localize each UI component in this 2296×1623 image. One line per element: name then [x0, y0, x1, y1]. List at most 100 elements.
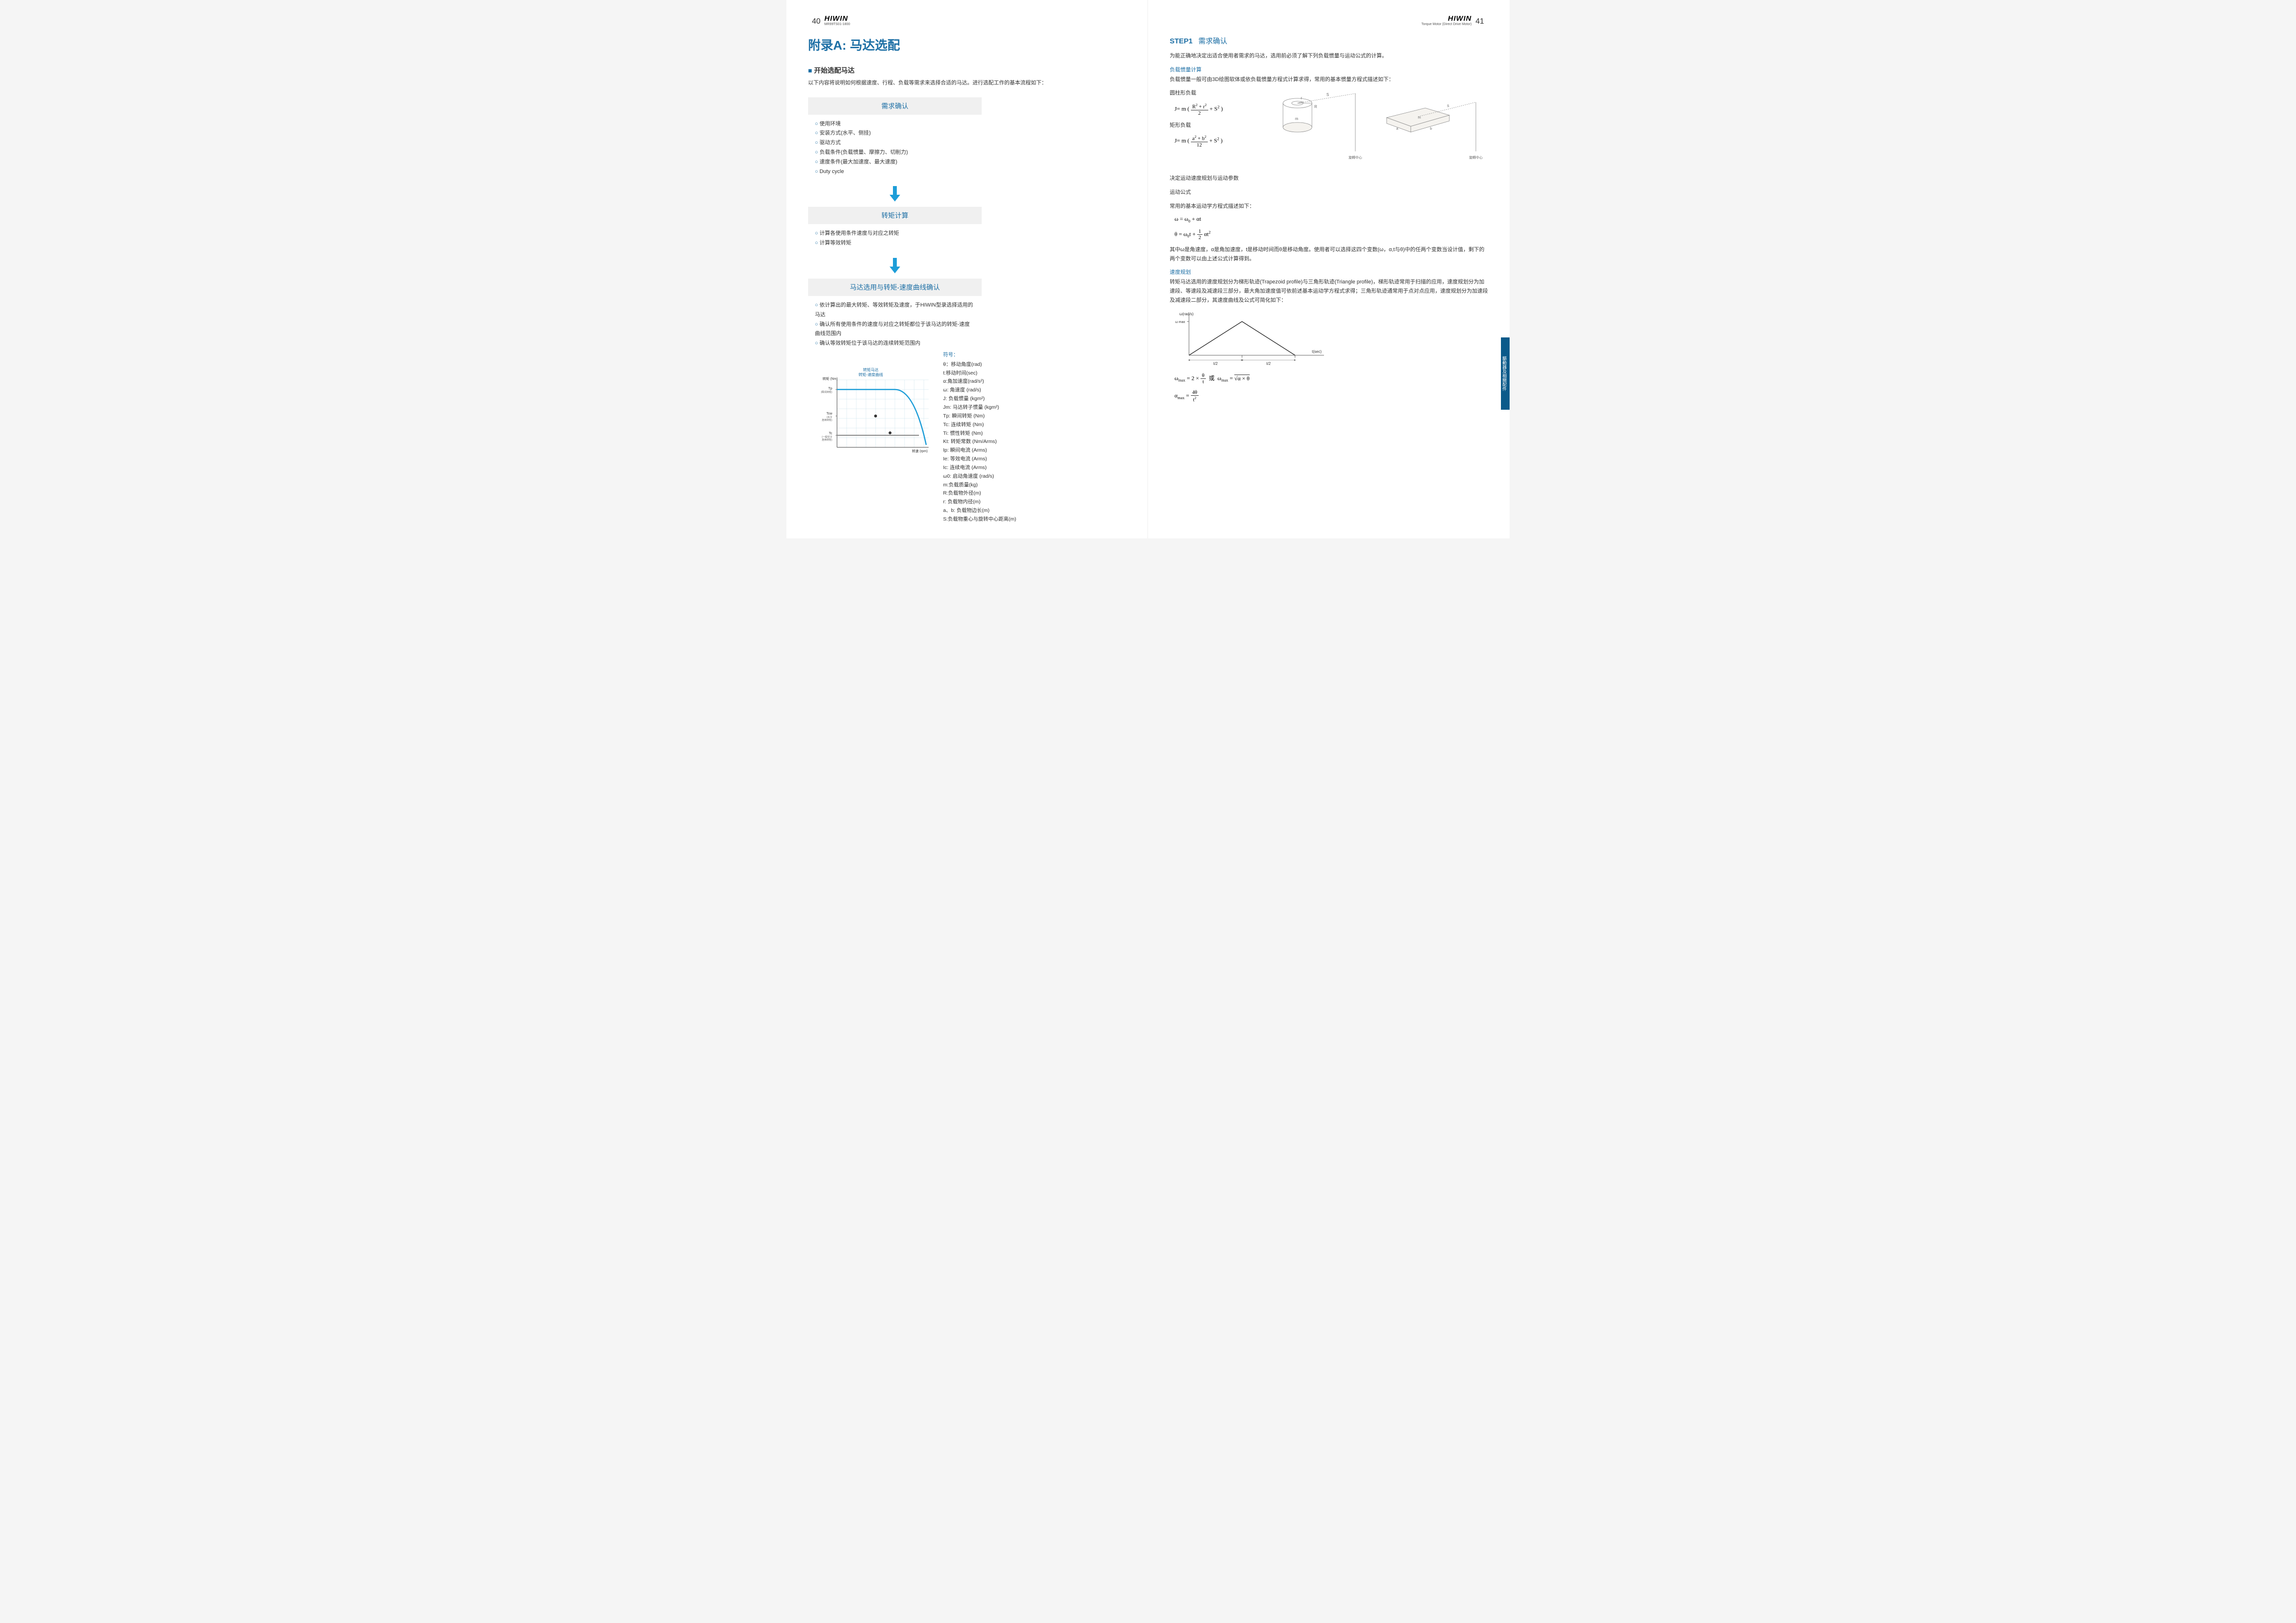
page-num-left: 40	[812, 17, 821, 26]
step-label: 需求确认	[1199, 37, 1228, 45]
brand-name: HIWIN	[824, 14, 850, 23]
symbol-item: m:负载质量(kg)	[943, 481, 1016, 490]
flow-item: 安装方式(水平、侧挂)	[815, 129, 975, 138]
speed-head: 速度规划	[1170, 268, 1488, 276]
brand-name-r: HIWIN	[1421, 14, 1472, 23]
svg-text:连续转矩): 连续转矩)	[822, 438, 832, 442]
motion-head1: 决定运动速度规划与运动参数	[1170, 174, 1488, 183]
flow-arrow-icon	[808, 258, 982, 276]
svg-text:m: m	[1295, 117, 1298, 121]
symbol-item: Tc: 连续转矩 (Nm)	[943, 421, 1016, 429]
omega-max-formula: ωmax = 2 × θt 或 ωmax = √α × θ	[1175, 373, 1488, 385]
step-title: STEP1 需求确认	[1170, 36, 1488, 46]
svg-text:m: m	[1418, 116, 1421, 120]
symbol-item: Kt: 转矩常数 (Nm/Arms)	[943, 438, 1016, 446]
svg-text:(瞬间转矩): (瞬间转矩)	[821, 390, 833, 394]
theta-formula: θ = ω0t + 12 αt2	[1175, 228, 1488, 241]
symbol-item: α:角加速度(rad/s²)	[943, 377, 1016, 386]
symbol-item: r: 负载物内径(m)	[943, 498, 1016, 507]
flow-item: 速度条件(最大加速度、最大速度)	[815, 158, 975, 167]
svg-text:t(sec): t(sec)	[1312, 349, 1322, 354]
svg-text:a: a	[1396, 127, 1398, 131]
flow-item: 计算等效转矩	[815, 239, 975, 248]
flow-box: 需求确认使用环境安装方式(水平、侧挂)驱动方式负载条件(负载惯量、摩擦力、切削力…	[808, 97, 982, 182]
torque-speed-chart: 转矩马达 转矩-速度曲线	[808, 365, 933, 524]
flow-box: 马达选用与转矩-速度曲线确认依计算出的最大转矩、等效转矩及速度，于HIWIN型录…	[808, 279, 982, 353]
motion-text: 常用的基本运动学方程式描述如下：	[1170, 202, 1488, 211]
speed-text: 转矩马达选用的速度规划分为梯形轨迹(Trapezoid profile)与三角形…	[1170, 278, 1488, 305]
header-right: HIWIN Torque Motor (Direct Drive Motor) …	[1170, 14, 1488, 26]
flow-item: Duty cycle	[815, 167, 975, 177]
inertia-diagrams: r R S m 旋轉中心	[1266, 89, 1488, 164]
rect-label: 矩形负载	[1170, 121, 1256, 130]
svg-text:(水冷: (水冷	[826, 416, 832, 419]
motion-head2: 运动公式	[1170, 188, 1488, 197]
symbol-item: S:负载物重心与旋转中心距离(m)	[943, 515, 1016, 524]
flow-item: 确认所有使用条件的速度与对应之转矩都位于该马达的转矩-速度曲线范围内	[815, 320, 975, 339]
svg-text:ω max: ω max	[1175, 321, 1185, 324]
section-title: 开始选配马达	[808, 66, 1126, 75]
svg-text:Tcw: Tcw	[826, 412, 833, 416]
flow-item: 确认等效转矩位于该马达的连续转矩范围内	[815, 339, 975, 349]
step-num: STEP1	[1170, 37, 1193, 45]
intro-text: 以下内容将说明如何根据速度、行程、负载等需求来选择合适的马达。进行选配工作的基本…	[808, 79, 1126, 88]
symbol-item: Tp: 瞬间转矩 (Nm)	[943, 412, 1016, 421]
symbol-item: a、b: 负载物边长(m)	[943, 507, 1016, 515]
cyl-formula: J= m ( R2 + r22 + S2 )	[1175, 103, 1256, 116]
main-title: 附录A: 马达选配	[808, 36, 1126, 54]
step-intro: 为能正确地决定出适合使用者需求的马达，选用前必须了解下列负载惯量与运动公式的计算…	[1170, 52, 1488, 61]
symbol-item: ω: 角速度 (rad/s)	[943, 386, 1016, 395]
flow-item: 使用环境	[815, 120, 975, 129]
svg-text:Tc: Tc	[829, 432, 833, 435]
page-left: 40 HIWIN MR99TS01-1800 附录A: 马达选配 开始选配马达 …	[786, 0, 1148, 538]
svg-text:R: R	[1314, 105, 1317, 109]
flow-container: 需求确认使用环境安装方式(水平、侧挂)驱动方式负载条件(负载惯量、摩擦力、切削力…	[808, 97, 1126, 353]
symbol-item: Ip: 瞬间电流 (Arms)	[943, 446, 1016, 455]
svg-text:连续转矩): 连续转矩)	[822, 418, 832, 422]
symbols-head: 符号：	[943, 351, 1016, 360]
flow-head: 需求确认	[808, 97, 982, 115]
rect-diagram: a b S m 旋轉中心	[1382, 89, 1483, 164]
flow-head: 马达选用与转矩-速度曲线确认	[808, 279, 982, 296]
symbol-item: t:移动时间(sec)	[943, 369, 1016, 378]
flow-item: 负载条件(负载惯量、摩擦力、切削力)	[815, 148, 975, 158]
svg-text:t/2: t/2	[1214, 362, 1218, 366]
inertia-formulas: 圆柱形负载 J= m ( R2 + r22 + S2 ) 矩形负载 J= m (…	[1170, 89, 1256, 153]
brand-sub-left: MR99TS01-1800	[824, 23, 850, 26]
symbol-item: ω0: 启动角速度 (rad/s)	[943, 472, 1016, 481]
symbol-item: Jm: 马达转子惯量 (kgm²)	[943, 403, 1016, 412]
brand-left: HIWIN MR99TS01-1800	[824, 14, 850, 26]
symbol-item: θ：移动角度(rad)	[943, 361, 1016, 369]
triangle-profile-chart: ω(rad/s) ω max t(sec) t/2 t/2	[1170, 309, 1488, 370]
svg-text:旋轉中心: 旋轉中心	[1469, 155, 1483, 160]
motion-desc: 其中ω是角速度，α是角加速度，t是移动时间而θ是移动角度。使用者可以选择这四个变…	[1170, 245, 1488, 263]
flow-box: 转矩计算计算各使用条件速度与对应之转矩计算等效转矩	[808, 207, 982, 253]
flow-item: 依计算出的最大转矩、等效转矩及速度，于HIWIN型录选择适用的马达	[815, 301, 975, 320]
flow-item: 驱动方式	[815, 138, 975, 148]
svg-text:ω(rad/s): ω(rad/s)	[1179, 312, 1194, 316]
symbol-item: Ic: 连续电流 (Arms)	[943, 464, 1016, 472]
symbol-item: J: 负载惯量 (kgm²)	[943, 395, 1016, 403]
flow-items: 依计算出的最大转矩、等效转矩及速度，于HIWIN型录选择适用的马达确认所有使用条…	[808, 296, 982, 353]
side-tab: 驅動器及相關配件	[1501, 337, 1510, 410]
flow-item: 计算各使用条件速度与对应之转矩	[815, 229, 975, 239]
symbol-item: R:负载物外径(m)	[943, 489, 1016, 498]
flow-items: 计算各使用条件速度与对应之转矩计算等效转矩	[808, 224, 982, 253]
symbol-item: Ie: 等效电流 (Arms)	[943, 455, 1016, 464]
symbol-item: Ti: 惯性转矩 (Nm)	[943, 429, 1016, 438]
flow-arrow-icon	[808, 186, 982, 204]
cyl-label: 圆柱形负载	[1170, 89, 1256, 98]
page-num-right: 41	[1475, 17, 1484, 26]
flow-head: 转矩计算	[808, 207, 982, 224]
svg-text:转矩 (Nm): 转矩 (Nm)	[823, 376, 838, 381]
svg-text:S: S	[1447, 105, 1449, 108]
header-left: 40 HIWIN MR99TS01-1800	[808, 14, 1126, 26]
flow-items: 使用环境安装方式(水平、侧挂)驱动方式负载条件(负载惯量、摩擦力、切削力)速度条…	[808, 115, 982, 182]
svg-text:r: r	[1301, 96, 1302, 100]
inertia-head: 负载惯量计算	[1170, 66, 1488, 73]
inertia-text: 负载惯量一般可由3D绘图软体或依负载惯量方程式计算求得，常用的基本惯量方程式描述…	[1170, 75, 1488, 84]
omega-formula: ω = ω0 + αt	[1175, 215, 1488, 223]
alpha-max-formula: αmax = 4θt2	[1175, 389, 1488, 403]
svg-text:旋轉中心: 旋轉中心	[1349, 155, 1362, 160]
svg-text:t/2: t/2	[1267, 362, 1271, 366]
